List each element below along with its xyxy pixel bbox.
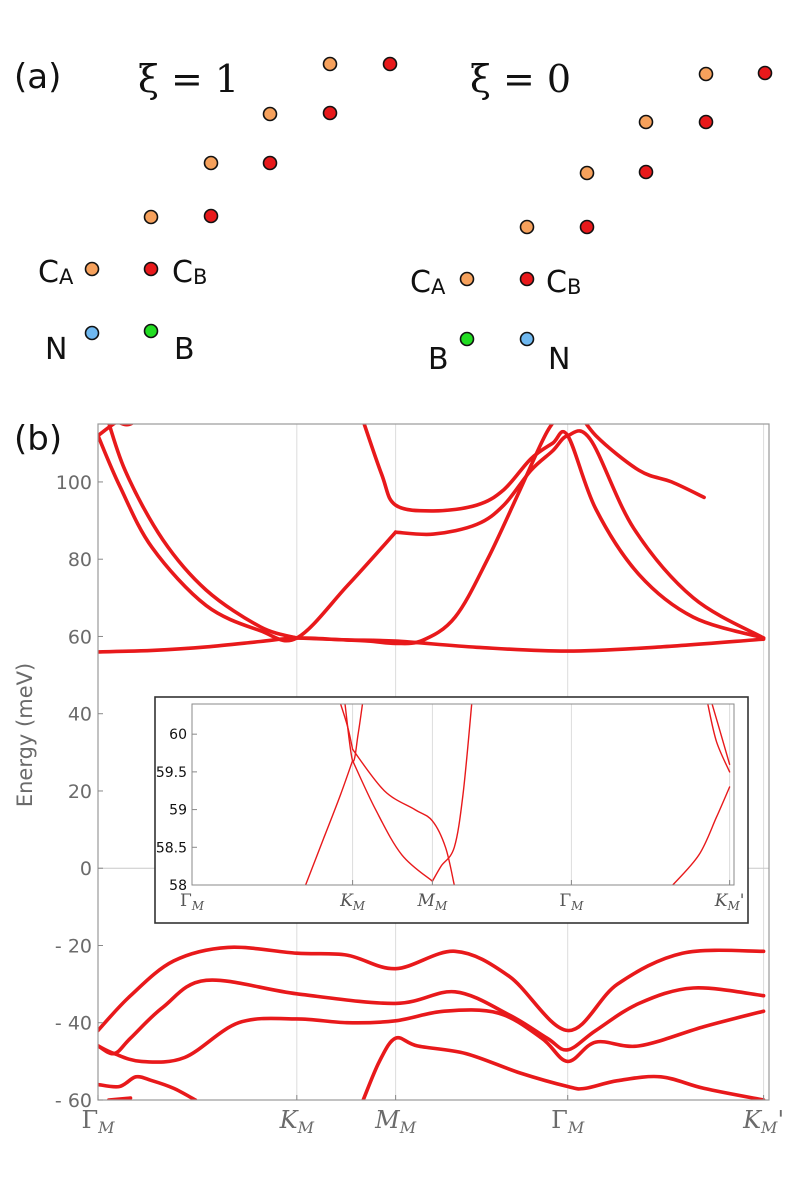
band-6 bbox=[295, 424, 555, 646]
x-tick-label: ΓM bbox=[180, 891, 205, 913]
atom-cb bbox=[382, 56, 398, 72]
atom-cb bbox=[698, 114, 714, 130]
atom-ca bbox=[519, 219, 535, 235]
y-tick-label: 0 bbox=[80, 858, 92, 880]
atom-ca bbox=[203, 155, 219, 171]
label-cb: CB bbox=[172, 255, 207, 290]
atom-ca bbox=[638, 114, 654, 130]
band-1 bbox=[304, 759, 354, 885]
panel-a-label: (a) bbox=[14, 57, 61, 97]
inset-frame bbox=[191, 703, 735, 886]
band-9 bbox=[118, 424, 134, 427]
band-10 bbox=[98, 945, 766, 1033]
inset-x-ticks: ΓM KM MM ΓM KM' bbox=[180, 880, 745, 913]
band-13 bbox=[98, 1074, 198, 1100]
y-tick-label: 80 bbox=[68, 549, 92, 571]
atom-cb bbox=[757, 65, 773, 81]
band-9 bbox=[711, 704, 731, 765]
band-4 bbox=[362, 424, 766, 640]
atom-ca bbox=[579, 165, 595, 181]
y-tick-label: 59.5 bbox=[156, 765, 187, 781]
y-tick-label: 58.5 bbox=[156, 840, 187, 856]
x-tick-label: KM bbox=[279, 1106, 315, 1137]
inset-bands bbox=[304, 704, 731, 885]
atom-ca bbox=[143, 209, 159, 225]
x-tick-label: MM bbox=[417, 891, 448, 913]
y-tick-label: - 40 bbox=[55, 1013, 92, 1035]
panel-b: (b) Energy (meV) - 60 - 40 - 20 0 20 40 60 80 10… bbox=[13, 419, 784, 1137]
label-b: B bbox=[174, 332, 195, 367]
y-tick-label: 59 bbox=[169, 803, 187, 819]
atom-n bbox=[519, 331, 535, 347]
xi-0-title: ξ = 0 bbox=[470, 57, 571, 101]
band-4 bbox=[351, 748, 455, 885]
label-ca: CA bbox=[38, 255, 74, 290]
y-tick-label: 60 bbox=[68, 626, 92, 648]
panel-a: (a) ξ = 1 ξ = 0 CA CB N B bbox=[14, 56, 773, 377]
band-7 bbox=[584, 424, 706, 500]
main-y-ticks: - 60 - 40 - 20 0 20 40 60 80 100 bbox=[55, 472, 103, 1112]
atom-cb bbox=[519, 271, 535, 287]
atom-cb bbox=[262, 155, 278, 171]
y-tick-label: 60 bbox=[169, 727, 187, 743]
y-axis-label: Energy (meV) bbox=[13, 663, 37, 807]
y-tick-label: 100 bbox=[56, 472, 92, 494]
atom-cb bbox=[638, 164, 654, 180]
atom-n bbox=[84, 325, 100, 341]
panel-b-label: (b) bbox=[14, 419, 62, 459]
atom-b bbox=[143, 323, 159, 339]
band-1 bbox=[98, 636, 766, 654]
band-11 bbox=[98, 978, 766, 1056]
band-7 bbox=[672, 786, 731, 885]
atom-ca bbox=[262, 106, 278, 122]
y-tick-label: 40 bbox=[68, 704, 92, 726]
inset-box bbox=[154, 696, 749, 924]
main-bands bbox=[98, 424, 766, 1100]
band-6 bbox=[344, 704, 364, 762]
inset-y-ticks: 58 58.5 59 59.5 60 bbox=[156, 727, 197, 894]
atom-cb bbox=[579, 219, 595, 235]
lattice-xi-1: CA CB N B bbox=[38, 56, 398, 367]
atom-b bbox=[459, 331, 475, 347]
label-cb: CB bbox=[546, 265, 581, 300]
band-14 bbox=[361, 1035, 766, 1100]
label-b: B bbox=[428, 342, 449, 377]
atom-ca bbox=[84, 261, 100, 277]
y-tick-label: 20 bbox=[68, 781, 92, 803]
xi-1-title: ξ = 1 bbox=[138, 57, 239, 101]
band-12 bbox=[98, 1008, 766, 1064]
band-8 bbox=[98, 424, 117, 438]
x-tick-label: KM' bbox=[714, 891, 745, 913]
atom-cb bbox=[322, 105, 338, 121]
x-tick-label: ΓM bbox=[551, 1106, 585, 1137]
y-tick-label: - 60 bbox=[55, 1090, 92, 1112]
atom-ca bbox=[698, 66, 714, 82]
band-2 bbox=[351, 759, 434, 882]
x-tick-label: KM' bbox=[742, 1106, 784, 1137]
band-5 bbox=[431, 704, 473, 882]
band-8 bbox=[707, 704, 731, 773]
band-3 bbox=[107, 424, 299, 640]
atom-ca bbox=[322, 56, 338, 72]
lattice-xi-0: CA CB B N bbox=[410, 65, 773, 377]
label-ca: CA bbox=[410, 265, 446, 300]
band-2 bbox=[98, 433, 398, 643]
atom-ca bbox=[459, 271, 475, 287]
label-n: N bbox=[548, 342, 570, 377]
main-x-ticks: ΓM KM MM ΓM KM' bbox=[81, 1095, 784, 1137]
x-tick-label: ΓM bbox=[559, 891, 584, 913]
y-tick-label: - 20 bbox=[55, 935, 92, 957]
x-tick-label: MM bbox=[374, 1106, 417, 1137]
atom-cb bbox=[143, 261, 159, 277]
x-tick-label: KM bbox=[339, 891, 366, 913]
x-tick-label: ΓM bbox=[81, 1106, 115, 1137]
atom-cb bbox=[203, 208, 219, 224]
band-5 bbox=[393, 429, 766, 640]
label-n: N bbox=[45, 332, 67, 367]
y-tick-label: 58 bbox=[169, 878, 187, 894]
main-frame bbox=[97, 423, 770, 1101]
